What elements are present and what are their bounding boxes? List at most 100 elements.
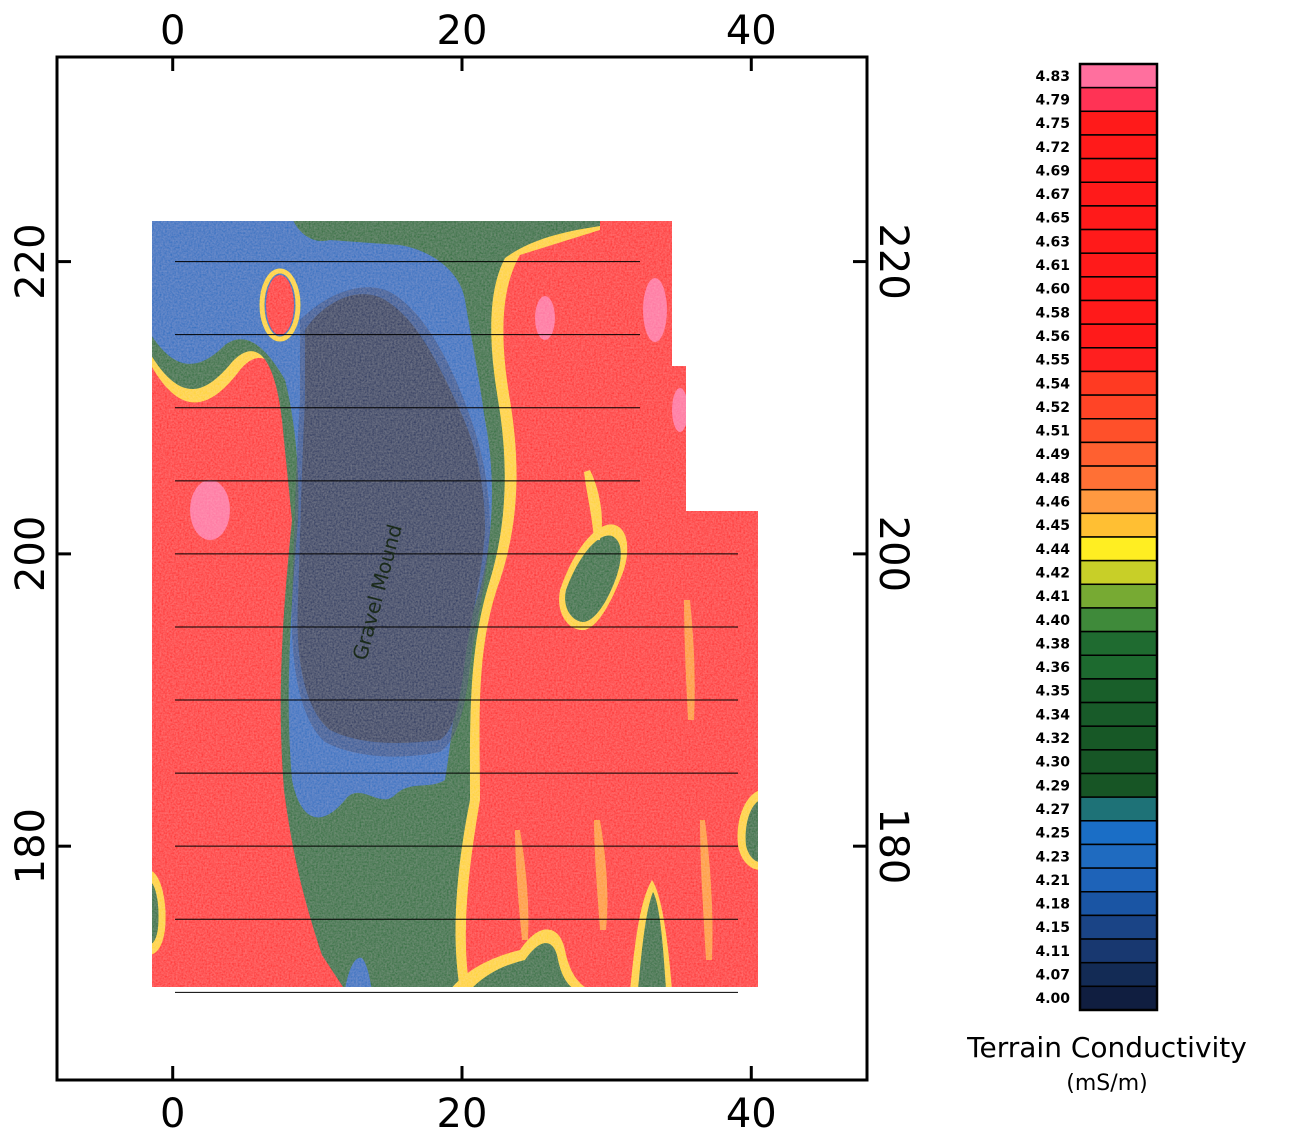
region-green-upper-mid [420,221,560,262]
y-tick-label-right: 200 [870,516,916,592]
colorbar-frame [1078,62,1159,1012]
colorbar-label: 4.42 [1035,565,1070,581]
colorbar-label: 4.55 [1035,353,1070,369]
colorbar-swatch [1079,441,1158,467]
colorbar-swatch [1079,347,1158,373]
region-pink-spot-right [643,278,667,342]
colorbar-swatch [1079,299,1158,325]
colorbar-swatch [1079,181,1158,207]
region-green-bottom-mid-core [470,943,575,987]
colorbar-swatch [1079,394,1158,420]
y-tick-label-left: 220 [8,223,54,299]
colorbar-swatch [1079,796,1158,822]
region-red-spot-upper-halo [259,268,301,342]
colorbar-label: 4.40 [1035,613,1070,629]
region-blue-bottom-stub [345,957,372,987]
colorbar-label: 4.38 [1035,636,1070,652]
colorbar-swatch [1079,157,1158,184]
colorbar-title: Terrain Conductivity [966,1031,1247,1064]
colorbar-label: 4.23 [1035,849,1070,865]
x-tick-label-top: 0 [160,8,185,54]
colorbar-swatch [1079,276,1158,302]
colorbar-swatch [1079,583,1158,609]
colorbar-swatch [1079,370,1158,396]
colorbar-label: 4.25 [1035,826,1070,842]
colorbar-label: 4.32 [1035,731,1070,747]
colorbar-swatch [1079,323,1158,349]
colorbar-label: 4.15 [1035,920,1070,936]
colorbar-label: 4.49 [1035,447,1070,463]
region-yellow-streaks [515,600,713,960]
colorbar-label: 4.46 [1035,495,1070,511]
y-tick-label-right: 180 [870,808,916,884]
colorbar-swatch [1079,843,1158,869]
colorbar-label: 4.61 [1035,258,1070,274]
colorbar-swatch [1079,961,1158,988]
colorbar-swatch [1079,228,1158,254]
colorbar-label: 4.18 [1035,897,1070,913]
x-tick-label-bottom: 40 [726,1091,777,1135]
colorbar-swatch [1079,725,1158,751]
colorbar-label: 4.56 [1035,329,1070,345]
colorbar-swatch [1079,512,1158,538]
colorbar-label: 4.52 [1035,400,1070,416]
colorbar-swatch [1079,867,1158,893]
colorbar-swatch [1079,559,1158,586]
region-gravel-mound-edge [291,287,490,757]
region-green-right-edge-core [745,800,758,862]
colorbar-label: 4.79 [1035,92,1070,108]
colorbar-swatch [1079,607,1158,633]
colorbar-swatch [1079,678,1158,704]
colorbar-label: 4.58 [1035,305,1070,321]
colorbar-label: 4.69 [1035,163,1070,179]
colorbar-label: 4.21 [1035,873,1070,889]
x-tick-label-top: 40 [726,8,777,54]
colorbar-label: 4.27 [1035,802,1070,818]
colorbar-swatch [1079,488,1158,515]
colorbar-label: 4.48 [1035,471,1070,487]
region-blue-upper-left [152,221,290,340]
colorbar-swatch [1079,938,1158,964]
colorbar-label: 4.75 [1035,116,1070,132]
colorbar-swatch [1079,86,1158,113]
region-green-spot-right-core [565,535,621,622]
colorbar-label: 4.29 [1035,778,1070,794]
colorbar-label: 4.44 [1035,542,1070,558]
colorbar-swatch [1079,63,1158,89]
x-tick-label-top: 20 [437,8,488,54]
survey-lines [175,261,738,993]
colorbar-swatch [1079,252,1158,278]
colorbar-swatch [1079,110,1158,136]
colorbar-label: 4.41 [1035,589,1070,605]
colorbar-swatch [1079,749,1158,775]
colorbar-swatch [1079,820,1158,846]
y-tick-label-right: 220 [870,223,916,299]
colorbar-label: 4.34 [1035,707,1070,723]
colorbar-label: 4.36 [1035,660,1070,676]
colorbar-swatch [1079,418,1158,444]
colorbar-label: 4.67 [1035,187,1070,203]
colorbar-label: 4.51 [1035,424,1070,440]
colorbar-label: 4.11 [1035,944,1070,960]
region-red-spot-upper [266,275,294,335]
colorbar-swatch [1079,654,1158,680]
region-green-bottom-left-core [152,880,159,945]
colorbar: 4.83 4.79 4.75 4.72 4.69 4.67 4.65 4.63 4.61 4.60… [1035,62,1159,1012]
colorbar-swatch [1079,701,1158,727]
x-tick-label-bottom: 20 [437,1091,488,1135]
heatmap-area [152,221,758,987]
region-pink-spot-mid [535,296,555,340]
colorbar-swatch [1079,891,1158,917]
colorbar-swatch [1079,630,1158,656]
colorbar-label: 4.30 [1035,755,1070,771]
colorbar-label: 4.00 [1035,991,1070,1007]
colorbar-label: 4.63 [1035,234,1070,250]
colorbar-label: 4.83 [1035,69,1070,85]
colorbar-swatch [1079,914,1158,940]
x-tick-label-bottom: 0 [160,1091,185,1135]
colorbar-unit: (mS/m) [1066,1071,1147,1096]
region-green-bottom-right-core [638,892,666,987]
colorbar-label: 4.72 [1035,140,1070,156]
colorbar-label: 4.35 [1035,684,1070,700]
